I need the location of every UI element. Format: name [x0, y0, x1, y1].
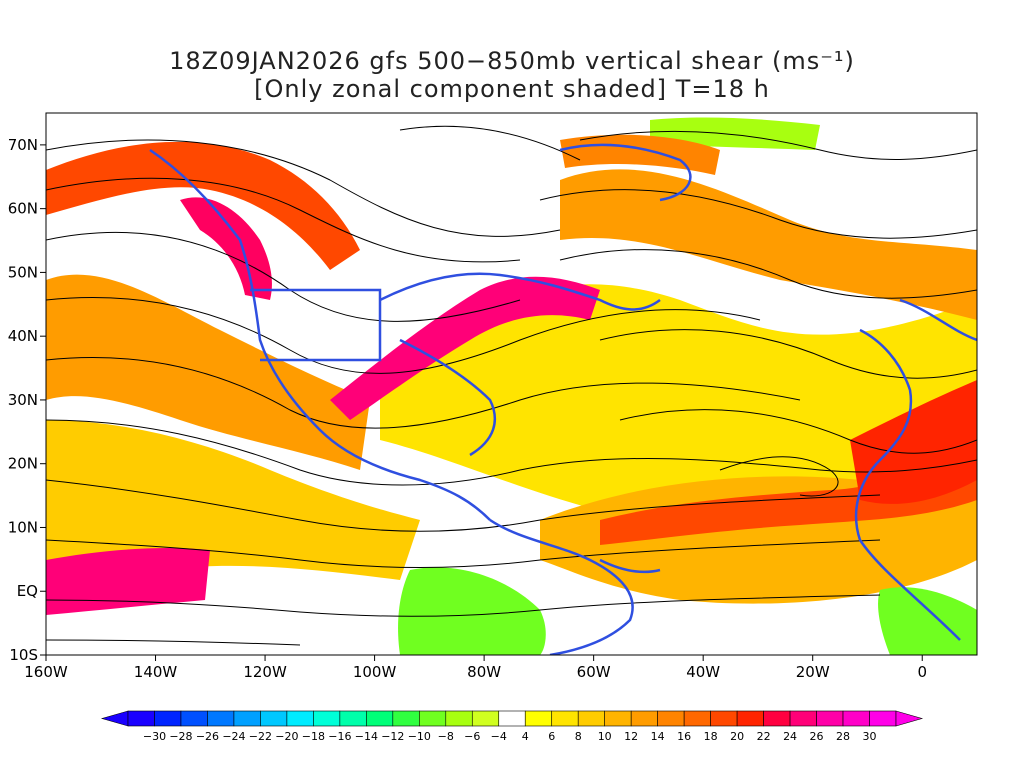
- lat-tick-label: 40N: [8, 327, 38, 345]
- lon-tick-label: 80W: [467, 663, 501, 681]
- colorbar-swatch: [233, 710, 261, 727]
- lat-tick-label: EQ: [17, 582, 38, 600]
- colorbar-label: −10: [408, 730, 431, 743]
- colorbar-label: −16: [328, 730, 351, 743]
- coastlines: [149, 143, 977, 655]
- lat-tick-label: 30N: [8, 391, 38, 409]
- colorbar-label: 8: [575, 730, 582, 743]
- colorbar-swatch: [127, 710, 155, 727]
- lat-tick-label: 10N: [8, 518, 38, 536]
- shade-green-south-america: [398, 567, 546, 655]
- colorbar-label: −8: [438, 730, 454, 743]
- title-line-1: 18Z09JAN2026 gfs 500−850mb vertical shea…: [169, 47, 855, 75]
- colorbar-swatch: [763, 710, 791, 727]
- colorbar-label: 20: [730, 730, 744, 743]
- colorbar-label: 24: [783, 730, 797, 743]
- colorbar-swatch: [392, 710, 420, 727]
- colorbar-label: 14: [651, 730, 665, 743]
- colorbar-swatch: [657, 710, 685, 727]
- colorbar-swatch: [551, 710, 579, 727]
- colorbar-label: 22: [757, 730, 771, 743]
- colorbar-swatch: [577, 710, 605, 727]
- title-line-2: [Only zonal component shaded] T=18 h: [254, 75, 770, 103]
- colorbar-label: 6: [548, 730, 555, 743]
- lat-tick-label: 70N: [8, 136, 38, 154]
- colorbar-swatch: [816, 710, 844, 727]
- lon-tick-label: 60W: [577, 663, 611, 681]
- colorbar-swatch: [260, 710, 288, 727]
- colorbar-label: −26: [196, 730, 219, 743]
- colorbar-swatch: [339, 710, 367, 727]
- shade-orange-atlantic-ridge: [560, 169, 977, 320]
- colorbar-label: 12: [624, 730, 638, 743]
- colorbar-swatch: [445, 710, 473, 727]
- colorbar-high-arrow: [895, 710, 924, 727]
- colorbar-label: −22: [249, 730, 272, 743]
- colorbar-swatch: [207, 710, 235, 727]
- colorbar-swatch: [286, 710, 314, 727]
- lon-tick-label: 140W: [134, 663, 178, 681]
- lat-tick-label: 60N: [8, 200, 38, 218]
- map-frame: [45, 112, 978, 656]
- shade-red-north-pacific-jet: [46, 141, 360, 270]
- colorbar-label: −28: [169, 730, 192, 743]
- colorbar-label: 18: [704, 730, 718, 743]
- lat-tick-label: 10S: [9, 646, 38, 664]
- shade-yellow-pacific-south: [46, 420, 420, 585]
- lon-tick-label: 40W: [686, 663, 720, 681]
- colorbar-swatch: [366, 710, 394, 727]
- shade-red-west-africa: [850, 380, 977, 504]
- shade-yellow-north-atlantic: [380, 284, 977, 528]
- colorbar-swatch: [471, 710, 500, 727]
- colorbar-swatch: [154, 710, 182, 727]
- colorbar-swatch: [710, 710, 738, 727]
- lon-tick-label: 120W: [243, 663, 287, 681]
- axis-ticks: 160W 140W 120W 100W 80W 60W 40W 20W 0 70N 60N 50N 40…: [8, 136, 927, 681]
- colorbar-swatch: [180, 710, 208, 727]
- colorbar-swatch: [604, 710, 632, 727]
- colorbar-swatch: [313, 710, 341, 727]
- colorbar-label: −12: [381, 730, 404, 743]
- colorbar-swatch: [683, 710, 711, 727]
- colorbar-swatch: [869, 710, 897, 727]
- shade-magenta-us-jet: [330, 276, 600, 420]
- lon-tick-label: 0: [917, 663, 927, 681]
- lat-tick-label: 50N: [8, 263, 38, 281]
- colorbar-swatch: [630, 710, 658, 727]
- colorbar-swatch: [736, 710, 764, 727]
- shade-green-greenland: [650, 117, 820, 150]
- colorbar-low-arrow: [100, 710, 129, 727]
- shade-orange-pacific: [46, 274, 370, 470]
- colorbar-swatch: [524, 710, 553, 727]
- colorbar-label: 26: [810, 730, 824, 743]
- colorbar-label: 10: [598, 730, 612, 743]
- shade-green-africa: [878, 587, 977, 655]
- colorbar-swatch: [498, 710, 526, 727]
- colorbar-label: −4: [491, 730, 507, 743]
- colorbar-label: −30: [143, 730, 166, 743]
- lon-tick-label: 20W: [796, 663, 830, 681]
- colorbar-swatch: [842, 710, 870, 727]
- colorbar-label: −14: [355, 730, 378, 743]
- colorbar: −30 −28 −26 −24 −22 −20 −18 −16 −14 −12 −10 −8 −6 −4 4…: [100, 710, 924, 743]
- colorbar-label: −6: [464, 730, 480, 743]
- colorbar-label: −24: [222, 730, 245, 743]
- shade-red-tropical-jet: [600, 440, 977, 545]
- colorbar-label: −18: [302, 730, 325, 743]
- shade-magenta-equator-pacific: [46, 548, 210, 615]
- colorbar-label: 28: [836, 730, 850, 743]
- lon-tick-label: 160W: [24, 663, 68, 681]
- shear-field: [46, 113, 977, 655]
- colorbar-label: 16: [677, 730, 691, 743]
- colorbar-swatch: [789, 710, 817, 727]
- lon-tick-label: 100W: [353, 663, 397, 681]
- colorbar-label: 30: [863, 730, 877, 743]
- colorbar-label: 4: [522, 730, 529, 743]
- colorbar-label: −20: [275, 730, 298, 743]
- lat-tick-label: 20N: [8, 455, 38, 473]
- colorbar-swatch: [419, 710, 447, 727]
